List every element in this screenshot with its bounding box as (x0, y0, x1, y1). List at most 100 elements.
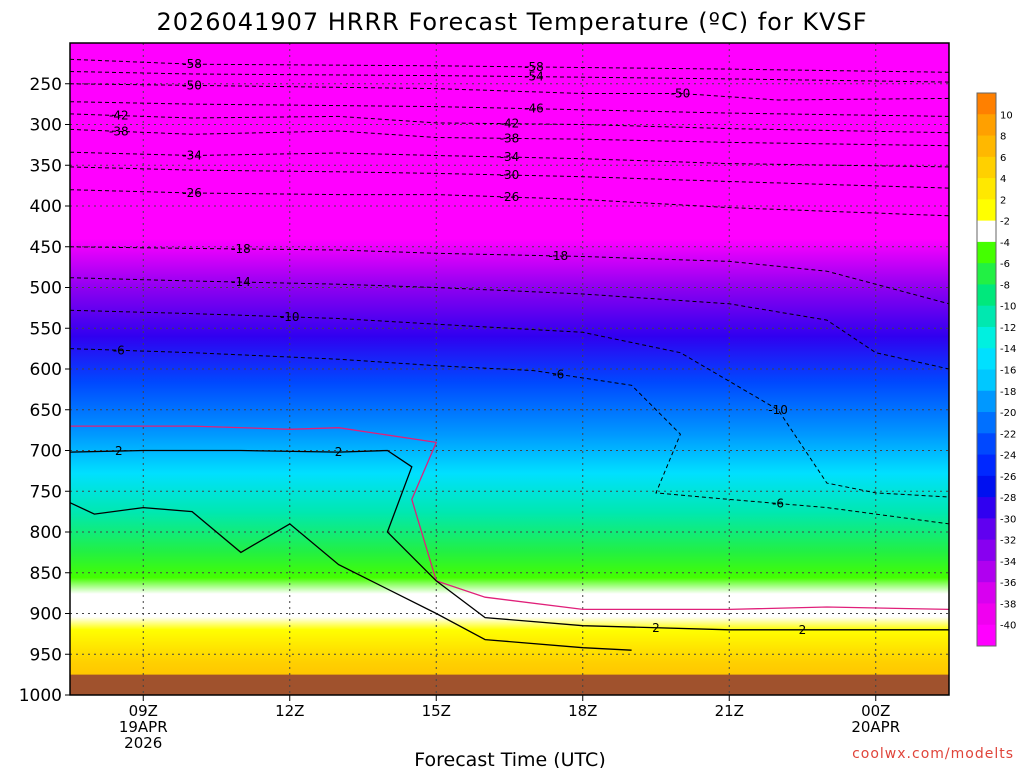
y-tick-label: 550 (30, 319, 62, 339)
y-tick-label: 950 (30, 645, 62, 665)
contour-line (69, 128, 950, 147)
contour-label: -18 (549, 249, 569, 263)
colorbar-label: -22 (1000, 429, 1016, 440)
colorbar-label: 10 (1000, 110, 1013, 121)
colorbar-label: 8 (1000, 132, 1006, 143)
colorbar-swatch (977, 390, 996, 413)
colorbar-swatch (977, 412, 996, 434)
colorbar-label: -40 (1000, 621, 1016, 632)
x-tick-label: 18Z (568, 702, 597, 720)
colorbar-frame (976, 92, 997, 647)
contour-label: -50 (671, 87, 691, 101)
contour-line (69, 83, 950, 101)
contour-label: -38 (500, 131, 520, 145)
contour-label: 2 (799, 623, 807, 637)
contour-label: -58 (524, 60, 544, 74)
axis-tick-layer: 250 300 350 400 450 500 550 600 650 700 750 800 850 9… (19, 75, 900, 752)
colorbar-swatch (977, 539, 996, 562)
contour-line (69, 166, 950, 189)
contour-label: -10 (768, 403, 788, 417)
colorbar-swatch (977, 603, 996, 626)
freezing-line (70, 425, 950, 611)
colorbar-label: -24 (1000, 451, 1016, 462)
contour-layer: -58 -58-54-50-50-46-42-42-38-38-34 -34-30-… (69, 57, 950, 651)
colorbar-swatch (977, 220, 996, 243)
colorbar-label: -30 (1000, 514, 1016, 525)
contour-line (69, 348, 950, 525)
contour-line (69, 449, 949, 631)
contour-label: -6 (772, 496, 784, 510)
colorbar-label: -26 (1000, 472, 1016, 483)
y-tick-label: 450 (30, 238, 62, 258)
contour-label: -54 (524, 70, 544, 84)
colorbar-label: -16 (1000, 366, 1016, 377)
colorbar-swatch (977, 284, 996, 307)
y-tick-label: 500 (30, 279, 62, 299)
colorbar-swatch (977, 114, 996, 137)
x-axis-label: Forecast Time (UTC) (414, 749, 605, 768)
x-tick-label: 09Z (129, 702, 158, 720)
contour-label: -42 (500, 117, 520, 131)
colorbar-swatch (977, 475, 996, 498)
contour-label: -10 (280, 310, 300, 324)
y-tick-label: 750 (30, 482, 62, 502)
contour-label: -42 (109, 109, 129, 123)
y-tick-label: 900 (30, 605, 62, 625)
contour-label: -34 (500, 150, 520, 164)
contour-line (69, 189, 950, 217)
colorbar-label: -4 (1000, 238, 1010, 249)
contour-label: -14 (231, 275, 251, 289)
colorbar-label: -2 (1000, 217, 1010, 228)
contour-label: -58 (182, 57, 202, 71)
contour-label: -6 (552, 367, 564, 381)
colorbar-label: 4 (1000, 174, 1006, 185)
colorbar-swatch (977, 93, 996, 115)
credit-link[interactable]: coolwx.com/modelts (852, 746, 1014, 762)
colorbar-label: -28 (1000, 493, 1016, 504)
contour-label: -26 (182, 186, 202, 200)
colorbar-swatch (977, 518, 996, 541)
y-tick-label: 250 (30, 75, 62, 95)
colorbar-label: -8 (1000, 280, 1010, 291)
chart-title: 2026041907 HRRR Forecast Temperature (ºC… (156, 8, 867, 36)
contour-label: 2 (115, 444, 123, 458)
y-tick-label: 700 (30, 442, 62, 462)
y-tick-label: 800 (30, 523, 62, 543)
contour-line (69, 113, 950, 134)
warm-boundary-line (69, 502, 632, 651)
colorbar-label: -36 (1000, 578, 1016, 589)
colorbar-swatch (977, 369, 996, 392)
contour-label: -18 (231, 242, 251, 256)
contour-label: -38 (109, 124, 129, 138)
x-tick-label: 00Z (861, 702, 890, 720)
contour-line (69, 101, 950, 117)
colorbar-swatch (977, 305, 996, 328)
x-tick-label: 21Z (715, 702, 744, 720)
contour-label: -6 (113, 343, 125, 357)
colorbar-swatch (977, 624, 996, 647)
ground-surface (70, 674, 949, 695)
colorbar-swatch (977, 199, 996, 222)
contour-label: 2 (652, 621, 660, 635)
x-tick-label: 15Z (422, 702, 451, 720)
contour-line (69, 309, 950, 498)
y-tick-label: 600 (30, 360, 62, 380)
x-tick-label: 2026 (124, 734, 162, 752)
colorbar-label: -14 (1000, 344, 1016, 355)
colorbar-swatch (977, 454, 996, 477)
colorbar-label: -38 (1000, 599, 1016, 610)
colorbar-label: -12 (1000, 323, 1016, 334)
colorbar-label: -20 (1000, 408, 1016, 419)
colorbar-swatch (977, 326, 996, 349)
colorbar-label: -34 (1000, 557, 1016, 568)
contour-label: -46 (524, 102, 544, 116)
colorbar-swatch (977, 348, 996, 370)
y-tick-label: 350 (30, 156, 62, 176)
colorbar-swatch (977, 263, 996, 285)
colorbar-swatch (977, 178, 996, 200)
x-tick-label: 12Z (275, 702, 304, 720)
contour-line (69, 71, 950, 83)
colorbar-swatch (977, 582, 996, 604)
colorbar-swatch (977, 241, 996, 264)
